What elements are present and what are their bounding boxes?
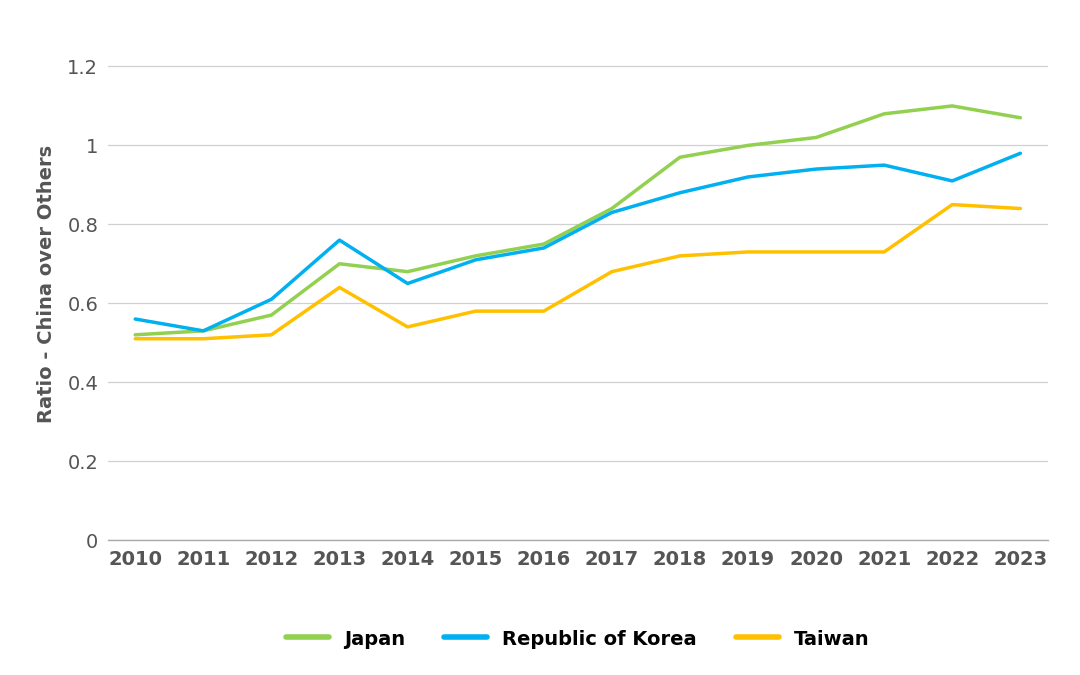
Taiwan — [810, 248, 823, 256]
Taiwan — [469, 307, 482, 315]
Republic of Korea — [265, 295, 278, 303]
Japan — [333, 260, 346, 268]
Japan — [1014, 113, 1027, 122]
Taiwan — [878, 248, 891, 256]
Japan — [265, 311, 278, 319]
Republic of Korea — [333, 236, 346, 244]
Japan — [606, 205, 619, 213]
Republic of Korea — [810, 165, 823, 173]
Republic of Korea — [606, 209, 619, 217]
Republic of Korea — [878, 161, 891, 169]
Line: Japan: Japan — [135, 106, 1021, 335]
Taiwan — [606, 267, 619, 275]
Republic of Korea — [1014, 149, 1027, 157]
Line: Taiwan: Taiwan — [135, 205, 1021, 339]
Taiwan — [265, 331, 278, 339]
Taiwan — [197, 335, 210, 343]
Republic of Korea — [129, 315, 141, 323]
Republic of Korea — [401, 279, 414, 288]
Republic of Korea — [537, 244, 550, 252]
Republic of Korea — [742, 173, 755, 181]
Taiwan — [674, 252, 687, 260]
Japan — [401, 267, 414, 275]
Taiwan — [333, 284, 346, 292]
Japan — [742, 141, 755, 149]
Japan — [674, 153, 687, 161]
Taiwan — [129, 335, 141, 343]
Taiwan — [742, 248, 755, 256]
Republic of Korea — [197, 327, 210, 335]
Republic of Korea — [674, 189, 687, 197]
Republic of Korea — [469, 256, 482, 264]
Y-axis label: Ratio - China over Others: Ratio - China over Others — [37, 144, 56, 423]
Taiwan — [1014, 205, 1027, 213]
Line: Republic of Korea: Republic of Korea — [135, 153, 1021, 331]
Republic of Korea — [946, 177, 959, 185]
Japan — [810, 134, 823, 142]
Taiwan — [946, 200, 959, 209]
Japan — [129, 331, 141, 339]
Japan — [537, 240, 550, 248]
Japan — [197, 327, 210, 335]
Japan — [946, 102, 959, 110]
Taiwan — [537, 307, 550, 315]
Taiwan — [401, 323, 414, 331]
Legend: Japan, Republic of Korea, Taiwan: Japan, Republic of Korea, Taiwan — [278, 622, 878, 657]
Japan — [469, 252, 482, 260]
Japan — [878, 110, 891, 118]
